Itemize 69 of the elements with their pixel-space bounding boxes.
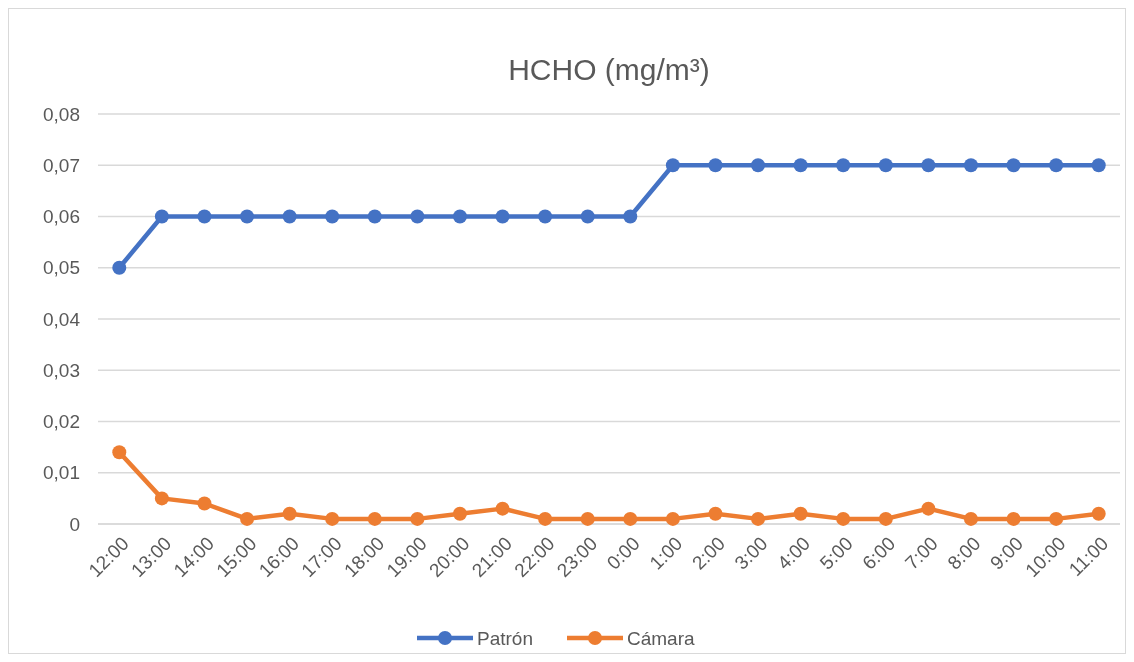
point — [538, 209, 553, 224]
point — [154, 209, 169, 224]
x-tick-label: 8:00 — [943, 532, 985, 574]
point — [495, 501, 510, 516]
point — [708, 506, 723, 521]
point — [112, 260, 127, 275]
x-tick-label: 4:00 — [773, 532, 815, 574]
point — [836, 158, 851, 173]
point — [623, 209, 638, 224]
x-tick-label: 7:00 — [900, 532, 942, 574]
x-tick-label: 6:00 — [858, 532, 900, 574]
point — [580, 209, 595, 224]
legend-label: Cámara — [627, 627, 696, 649]
point — [325, 511, 340, 526]
x-tick-label: 9:00 — [986, 532, 1028, 574]
y-tick-label: 0,04 — [43, 308, 81, 330]
point — [452, 506, 467, 521]
point — [325, 209, 340, 224]
y-tick-label: 0,06 — [43, 206, 80, 228]
point — [452, 209, 467, 224]
point — [1091, 506, 1106, 521]
point — [963, 511, 978, 526]
point — [367, 511, 382, 526]
point — [963, 158, 978, 173]
point — [1049, 511, 1064, 526]
point — [1049, 158, 1064, 173]
point — [836, 511, 851, 526]
point — [623, 511, 638, 526]
point — [112, 445, 127, 460]
point — [665, 158, 680, 173]
y-tick-label: 0,03 — [43, 359, 80, 381]
y-tick-label: 0,08 — [43, 103, 80, 125]
point — [921, 158, 936, 173]
y-tick-label: 0 — [69, 513, 80, 535]
point — [282, 506, 297, 521]
point — [538, 511, 553, 526]
point — [410, 209, 425, 224]
point — [878, 511, 893, 526]
point — [921, 501, 936, 516]
point — [367, 209, 382, 224]
x-tick-label: 3:00 — [730, 532, 772, 574]
point — [197, 496, 212, 511]
point — [793, 158, 808, 173]
point — [495, 209, 510, 224]
point — [410, 511, 425, 526]
point — [580, 511, 595, 526]
x-tick-label: 5:00 — [815, 532, 857, 574]
point — [240, 209, 255, 224]
y-tick-label: 0,01 — [43, 462, 80, 484]
point — [154, 491, 169, 506]
point — [282, 209, 297, 224]
point — [751, 511, 766, 526]
point — [708, 158, 723, 173]
point — [751, 158, 766, 173]
x-tick-label: 1:00 — [645, 532, 687, 574]
x-tick-label: 0:00 — [602, 532, 644, 574]
y-tick-label: 0,02 — [43, 411, 80, 433]
point — [197, 209, 212, 224]
point — [878, 158, 893, 173]
point — [1091, 158, 1106, 173]
point — [793, 506, 808, 521]
point — [1006, 158, 1021, 173]
y-tick-label: 0,05 — [43, 257, 80, 279]
legend-label: Patrón — [477, 627, 533, 649]
chart-title: HCHO (mg/m³) — [508, 53, 710, 86]
point — [665, 511, 680, 526]
point — [1006, 511, 1021, 526]
y-tick-label: 0,07 — [43, 154, 80, 176]
point — [240, 511, 255, 526]
